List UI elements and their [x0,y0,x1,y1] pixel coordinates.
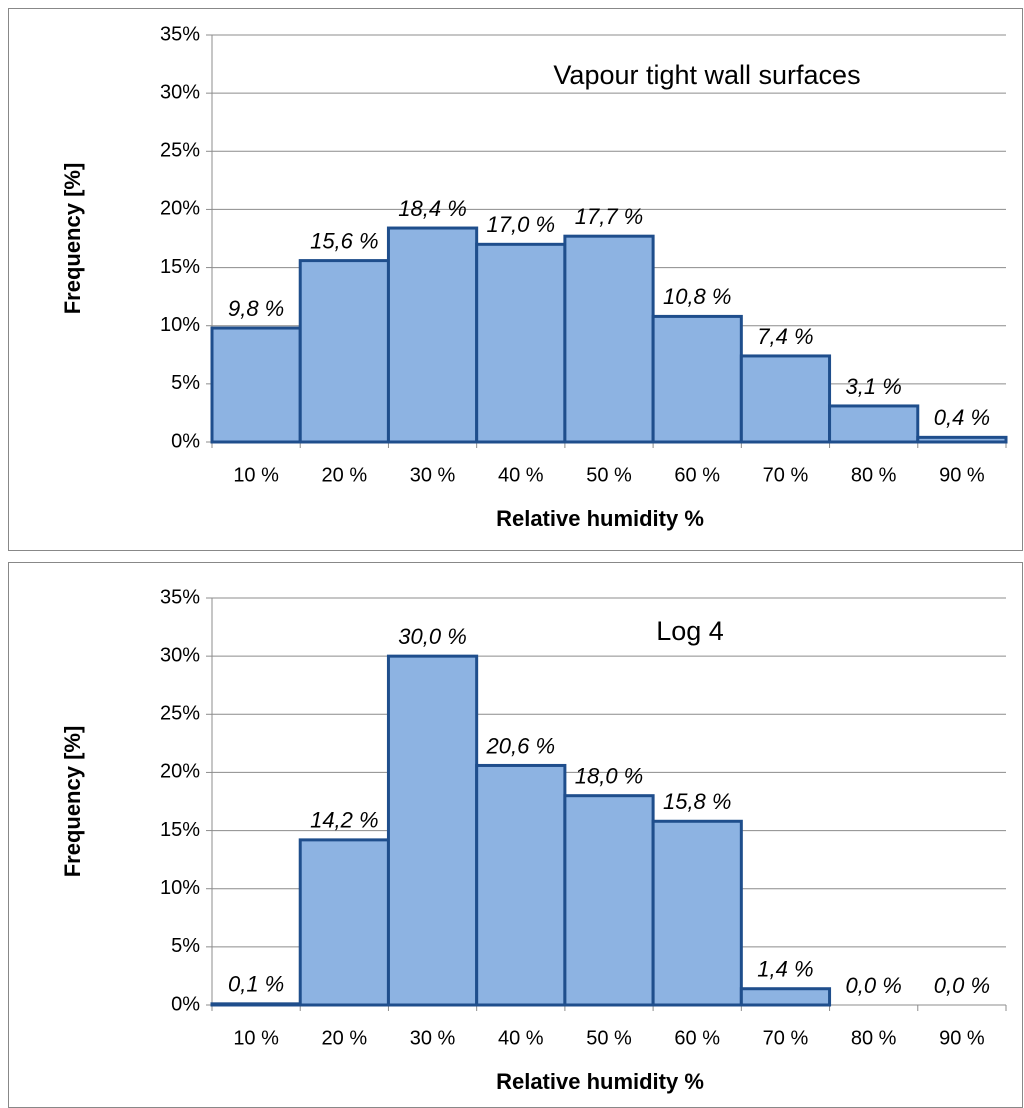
value-label: 20,6 % [486,733,556,758]
x-axis-title: Relative humidity % [496,1069,704,1094]
value-label: 14,2 % [310,808,379,833]
y-tick-label: 15% [160,256,200,278]
x-tick-label: 90 % [939,464,985,486]
bar [828,404,920,444]
bar [651,819,743,1007]
chart-frame [8,8,1023,551]
value-label: 9,8 % [228,296,284,321]
chart-title: Vapour tight wall surfaces [553,60,860,90]
y-tick-label: 25% [160,140,200,162]
x-tick-label: 20 % [322,464,368,486]
x-tick-label: 80 % [851,464,897,486]
bar [210,1002,302,1007]
bar [563,794,655,1007]
x-tick-label: 30 % [410,1027,456,1049]
x-tick-label: 80 % [851,1027,897,1049]
y-tick-label: 20% [160,761,200,783]
y-tick-label: 35% [160,586,200,608]
y-tick-label: 20% [160,198,200,220]
value-label: 15,6 % [310,228,379,253]
y-tick-label: 10% [160,314,200,336]
value-label: 7,4 % [757,324,813,349]
value-label: 18,4 % [398,196,467,221]
y-axis-title: Frequency [%] [60,163,85,315]
value-label: 3,1 % [846,374,902,399]
value-label: 17,0 % [487,212,556,237]
x-tick-label: 70 % [763,464,809,486]
chart-title: Log 4 [656,616,724,646]
y-tick-label: 10% [160,877,200,899]
x-tick-label: 90 % [939,1027,985,1049]
bar [916,435,1008,444]
value-label: 0,1 % [228,972,284,997]
bar [298,259,390,444]
value-label: 0,0 % [934,973,990,998]
bar [651,314,743,444]
x-tick-label: 60 % [674,464,720,486]
y-tick-label: 0% [171,993,200,1015]
bar [739,987,832,1007]
value-label: 0,4 % [934,405,990,430]
bar [298,838,390,1007]
x-tick-label: 30 % [410,464,456,486]
bar [563,234,655,444]
x-tick-label: 50 % [586,1027,632,1049]
bar [386,654,479,1007]
x-tick-label: 10 % [233,464,279,486]
x-tick-label: 10 % [233,1027,279,1049]
x-tick-label: 50 % [586,464,632,486]
bar [475,763,567,1007]
y-tick-label: 35% [160,23,200,45]
x-tick-label: 70 % [763,1027,809,1049]
y-tick-label: 0% [171,430,200,452]
bar [739,354,832,444]
bar [475,242,567,444]
bar [210,326,302,444]
x-axis-title: Relative humidity % [496,506,704,531]
bar [386,226,479,444]
y-tick-label: 30% [160,81,200,103]
value-label: 30,0 % [398,624,467,649]
x-tick-label: 20 % [322,1027,368,1049]
value-label: 15,8 % [663,789,732,814]
x-tick-label: 40 % [498,1027,544,1049]
y-tick-label: 30% [160,644,200,666]
y-tick-label: 25% [160,703,200,725]
x-tick-label: 40 % [498,464,544,486]
y-tick-label: 15% [160,819,200,841]
value-label: 0,0 % [846,973,902,998]
x-tick-label: 60 % [674,1027,720,1049]
value-label: 17,7 % [575,204,644,229]
value-label: 1,4 % [757,957,813,982]
value-label: 18,0 % [575,763,644,788]
y-axis-title: Frequency [%] [60,726,85,878]
y-tick-label: 5% [171,935,200,957]
y-tick-label: 5% [171,372,200,394]
value-label: 10,8 % [663,284,732,309]
